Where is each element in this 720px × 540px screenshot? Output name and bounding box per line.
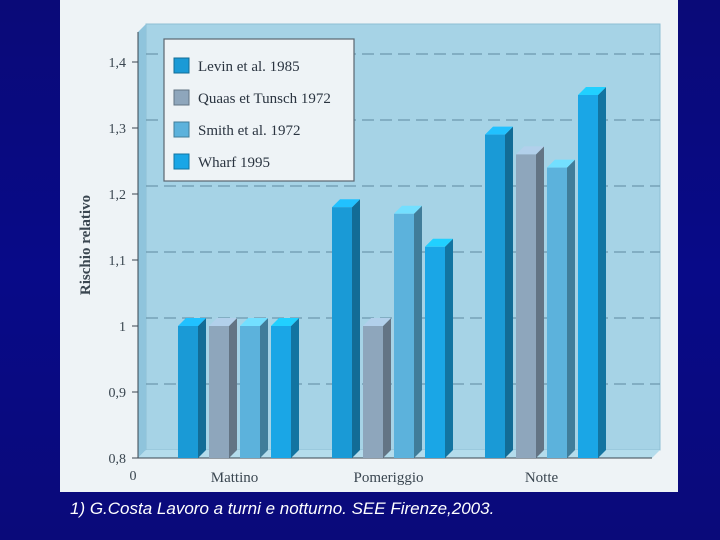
legend-entry: Levin et al. 1985 <box>198 59 300 75</box>
legend-entry: Wharf 1995 <box>198 155 270 171</box>
bar-top <box>178 318 206 326</box>
legend-box <box>163 38 355 182</box>
bar <box>547 167 567 458</box>
bar-side <box>352 199 360 458</box>
bar <box>178 326 198 458</box>
legend-entry: Quaas et Tunsch 1972 <box>198 91 331 107</box>
bar <box>578 95 598 458</box>
legend-entry: Smith et al. 1972 <box>198 123 301 139</box>
y-tick-label: 1,3 <box>109 122 127 137</box>
bar-top <box>240 318 268 326</box>
bar-side <box>536 146 544 458</box>
bar <box>394 213 414 458</box>
y-tick-label: 0,8 <box>109 452 127 467</box>
bar-top <box>578 87 606 95</box>
bar-side <box>260 318 268 458</box>
bar-top <box>363 318 391 326</box>
bar-side <box>505 126 513 458</box>
y-tick-label: 1,4 <box>109 56 127 71</box>
y-tick-label: 1,1 <box>109 254 127 269</box>
x-category-label: Notte <box>525 470 559 486</box>
bar-top <box>516 146 544 155</box>
bar <box>363 326 383 458</box>
bar-top <box>271 318 299 326</box>
legend-swatch <box>173 153 190 170</box>
legend-swatch <box>173 121 190 138</box>
y-tick-label: 0,9 <box>109 386 127 401</box>
bar-top <box>332 199 360 208</box>
bar <box>516 154 536 458</box>
bar-side <box>229 318 237 458</box>
bar-side <box>445 238 453 458</box>
chart-figure: 0,8 0,9 1 1,1 1,2 1,3 1,4 0 Rischio relativo Matt… <box>60 0 678 492</box>
plot-side-wall <box>138 24 146 458</box>
bar-top <box>547 159 575 168</box>
bar <box>332 207 352 458</box>
y-tick-label: 1 <box>119 320 126 335</box>
bar-chart: 0,8 0,9 1 1,1 1,2 1,3 1,4 0 Rischio relativo Matt… <box>78 23 661 486</box>
bar-side <box>291 318 299 458</box>
bar-side <box>598 87 606 458</box>
y-axis-label: Rischio relativo <box>78 195 94 295</box>
bar-side <box>383 318 391 458</box>
citation-caption: 1) G.Costa Lavoro a turni e notturno. SE… <box>70 499 495 518</box>
bar <box>271 326 291 458</box>
x-origin-label: 0 <box>130 469 137 484</box>
bar-top <box>485 126 513 135</box>
y-tick-label: 1,2 <box>109 188 127 203</box>
bar-side <box>198 318 206 458</box>
x-category-label: Mattino <box>211 470 259 486</box>
bar-top <box>394 205 422 214</box>
bar-top <box>425 238 453 247</box>
bar <box>485 134 505 458</box>
bar <box>240 326 260 458</box>
legend-swatch <box>173 57 190 74</box>
bar <box>425 246 445 458</box>
bar-top <box>209 318 237 326</box>
legend-swatch <box>173 89 190 106</box>
legend: Levin et al. 1985 Quaas et Tunsch 1972 Smi… <box>163 38 355 182</box>
x-category-label: Pomeriggio <box>354 470 424 486</box>
bar-side <box>414 205 422 458</box>
bar-side <box>567 159 575 458</box>
bar <box>209 326 229 458</box>
